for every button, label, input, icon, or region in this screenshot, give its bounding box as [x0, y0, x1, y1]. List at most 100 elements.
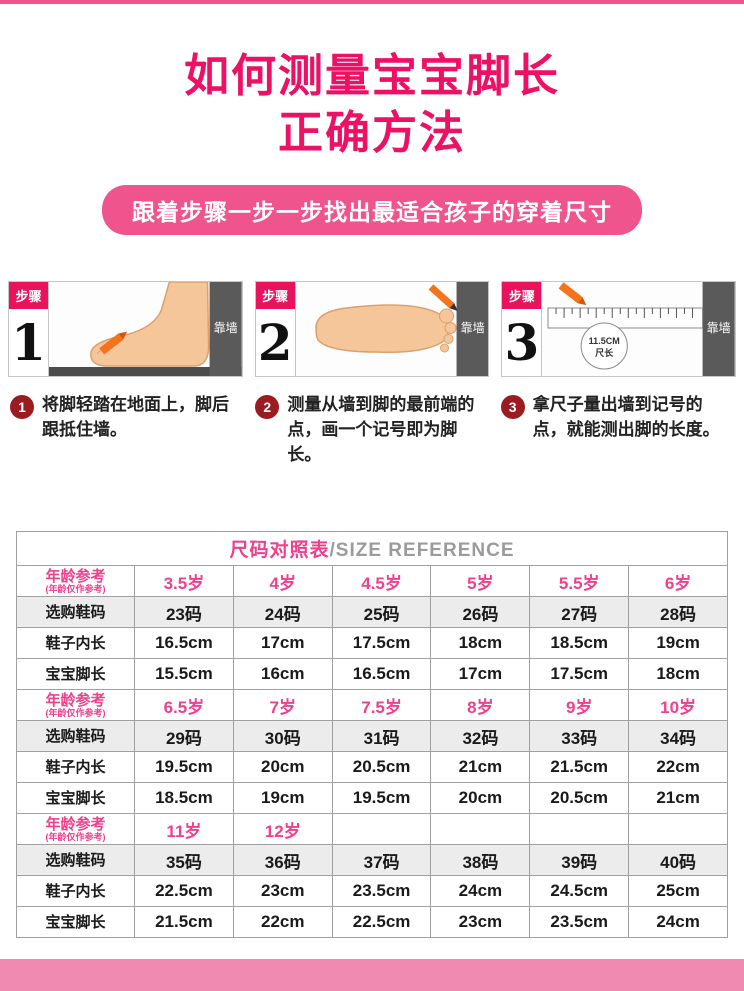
table-cell: 16cm	[232, 658, 333, 691]
table-row: 选购鞋码 35码 36码 37码 38码 39码 40码	[16, 844, 728, 877]
table-cell: 17cm	[232, 627, 333, 660]
table-cell: 4.5岁	[331, 565, 432, 598]
table-cell: 16.5cm	[331, 658, 432, 691]
table-cell	[628, 813, 728, 846]
instruction-1: 1 将脚轻踏在地面上，脚后跟抵住墙。	[10, 393, 243, 467]
table-row: 选购鞋码 23码 24码 25码 26码 27码 28码	[16, 596, 728, 629]
toe-graphic	[444, 322, 457, 335]
table-cell: 26码	[430, 596, 531, 629]
table-row: 宝宝脚长 18.5cm 19cm 19.5cm 20cm 20.5cm 21cm	[16, 782, 728, 815]
step1-graphic: 靠墙	[49, 282, 242, 377]
instruction-text: 拿尺子量出墙到记号的点，就能测出脚的长度。	[532, 395, 720, 440]
foot-top-graphic	[314, 304, 450, 354]
table-cell: 8岁	[430, 689, 531, 722]
row-header: 年龄参考 (年龄仅作参考)	[16, 689, 135, 722]
table-cell: 20.5cm	[529, 782, 630, 815]
instruction-number-badge: 2	[255, 395, 280, 420]
toe-graphic	[443, 334, 454, 345]
table-cell: 36码	[232, 844, 333, 877]
table-cell: 24.5cm	[529, 875, 630, 908]
table-cell: 34码	[628, 720, 728, 753]
table-cell: 17.5cm	[331, 627, 432, 660]
wall-label: 靠墙	[460, 321, 484, 335]
table-cell: 6.5岁	[134, 689, 234, 722]
table-row: 年龄参考 (年龄仅作参考) 11岁 12岁	[16, 813, 728, 846]
size-table-body: 尺码对照表/SIZE REFERENCE 年龄参考 (年龄仅作参考) 3.5岁 4岁 4…	[16, 531, 728, 939]
step-label-1: 步骤	[9, 282, 48, 310]
table-cell: 24cm	[430, 875, 531, 908]
table-cell: 23码	[134, 596, 234, 629]
crayon-icon	[558, 282, 587, 306]
table-cell: 39码	[529, 844, 630, 877]
table-cell: 21cm	[628, 782, 728, 815]
row-header-note: (年龄仅作参考)	[45, 707, 106, 718]
table-cell: 16.5cm	[134, 627, 234, 660]
table-cell: 38码	[430, 844, 531, 877]
table-cell: 18.5cm	[134, 782, 234, 815]
table-cell: 11岁	[134, 813, 234, 846]
table-title-cn: 尺码对照表	[229, 540, 330, 562]
table-cell: 19.5cm	[134, 751, 234, 784]
step-box-3: 步骤 3 靠墙 11.5CM 尺长	[501, 281, 737, 378]
instruction-text: 测量从墙到脚的最前端的点，画一个记号即为脚长。	[287, 395, 475, 464]
subtitle-banner: 跟着步骤一步一步找出最适合孩子的穿着尺寸	[102, 185, 642, 236]
table-cell: 32码	[430, 720, 531, 753]
table-row: 鞋子内长 19.5cm 20cm 20.5cm 21cm 21.5cm 22cm	[16, 751, 728, 784]
table-cell	[331, 813, 432, 846]
table-title-en: /SIZE REFERENCE	[329, 540, 515, 562]
table-cell: 23cm	[232, 875, 333, 908]
table-cell: 7.5岁	[331, 689, 432, 722]
table-row: 鞋子内长 16.5cm 17cm 17.5cm 18cm 18.5cm 19cm	[16, 627, 728, 660]
row-header: 鞋子内长	[16, 627, 135, 660]
bottom-accent-bar	[0, 959, 744, 991]
row-header: 年龄参考 (年龄仅作参考)	[16, 565, 135, 598]
table-cell: 35码	[134, 844, 234, 877]
table-cell: 23.5cm	[529, 906, 630, 939]
table-cell: 19.5cm	[331, 782, 432, 815]
table-cell: 7岁	[232, 689, 333, 722]
table-cell: 10岁	[628, 689, 728, 722]
table-cell: 30码	[232, 720, 333, 753]
wall-label: 靠墙	[707, 321, 731, 335]
table-cell: 20cm	[430, 782, 531, 815]
row-header-label: 选购鞋码	[45, 603, 106, 621]
toe-graphic	[438, 308, 454, 324]
instruction-text: 将脚轻踏在地面上，脚后跟抵住墙。	[42, 395, 229, 440]
table-cell: 17.5cm	[529, 658, 630, 691]
page-title: 如何测量宝宝脚长 正确方法	[0, 48, 744, 161]
step-box-2: 步骤 2 靠墙	[254, 281, 490, 378]
ruler-graphic	[547, 307, 704, 329]
table-cell: 9岁	[529, 689, 630, 722]
instruction-number-badge: 3	[500, 395, 525, 420]
row-header: 宝宝脚长	[16, 782, 135, 815]
table-cell: 21.5cm	[134, 906, 234, 939]
table-cell: 17cm	[430, 658, 531, 691]
table-cell: 22.5cm	[134, 875, 234, 908]
table-cell: 22cm	[232, 906, 333, 939]
ruler-note-line1: 11.5CM	[589, 336, 620, 346]
table-cell: 22.5cm	[331, 906, 432, 939]
table-title: 尺码对照表/SIZE REFERENCE	[16, 531, 728, 567]
crayon-icon	[99, 332, 128, 355]
table-cell: 20.5cm	[331, 751, 432, 784]
row-header-label: 宝宝脚长	[45, 913, 106, 931]
row-header-label: 宝宝脚长	[45, 665, 106, 683]
wall-graphic	[456, 282, 489, 377]
table-row: 宝宝脚长 21.5cm 22cm 22.5cm 23cm 23.5cm 24cm	[16, 906, 728, 939]
table-cell: 33码	[529, 720, 630, 753]
row-header-label: 年龄参考	[45, 691, 106, 709]
table-cell: 22cm	[628, 751, 728, 784]
table-cell: 4岁	[232, 565, 333, 598]
row-header-label: 年龄参考	[45, 815, 106, 833]
step-illustration-2: 靠墙	[294, 281, 490, 378]
table-row: 选购鞋码 29码 30码 31码 32码 33码 34码	[16, 720, 728, 753]
table-cell: 31码	[331, 720, 432, 753]
wall-graphic	[209, 282, 242, 377]
table-cell: 27码	[529, 596, 630, 629]
table-row: 宝宝脚长 15.5cm 16cm 16.5cm 17cm 17.5cm 18cm	[16, 658, 728, 691]
pencil-icon	[428, 284, 458, 312]
table-cell: 15.5cm	[134, 658, 234, 691]
step3-graphic: 靠墙 11.5CM 尺长	[547, 282, 736, 377]
table-cell: 19cm	[232, 782, 333, 815]
table-row: 年龄参考 (年龄仅作参考) 3.5岁 4岁 4.5岁 5岁 5.5岁 6岁	[16, 565, 728, 598]
